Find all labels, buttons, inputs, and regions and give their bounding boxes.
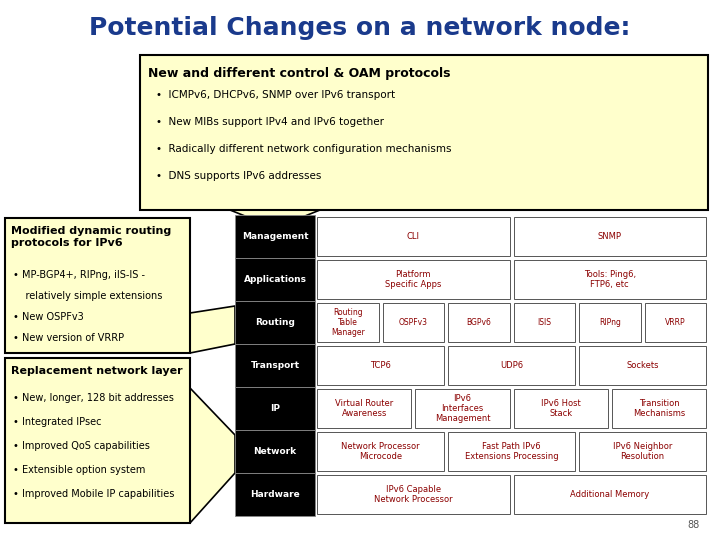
Bar — [415, 389, 510, 428]
Text: IPv6
Interfaces
Management: IPv6 Interfaces Management — [435, 394, 490, 423]
Bar — [513, 260, 706, 299]
Bar — [5, 218, 190, 353]
Bar — [513, 475, 706, 514]
Text: Platform
Specific Apps: Platform Specific Apps — [385, 270, 441, 289]
Text: • Improved Mobile IP capabilities: • Improved Mobile IP capabilities — [13, 489, 174, 499]
Bar — [513, 217, 706, 256]
Text: • Improved QoS capabilities: • Improved QoS capabilities — [13, 441, 150, 451]
Text: Transition
Mechanisms: Transition Mechanisms — [633, 399, 685, 418]
Text: Management: Management — [242, 232, 308, 241]
Bar — [317, 432, 444, 471]
Bar — [140, 55, 708, 210]
Text: •  DNS supports IPv6 addresses: • DNS supports IPv6 addresses — [156, 171, 321, 181]
Text: New and different control & OAM protocols: New and different control & OAM protocol… — [148, 67, 451, 80]
Text: RIPng: RIPng — [599, 318, 621, 327]
Bar — [317, 346, 444, 385]
Polygon shape — [190, 388, 235, 523]
Bar — [235, 430, 315, 473]
Bar — [235, 387, 315, 430]
Text: ISIS: ISIS — [537, 318, 552, 327]
Bar — [5, 358, 190, 523]
Text: • New version of VRRP: • New version of VRRP — [13, 333, 124, 343]
Text: Replacement network layer: Replacement network layer — [11, 366, 183, 376]
Text: Additional Memory: Additional Memory — [570, 490, 649, 499]
Text: relatively simple extensions: relatively simple extensions — [13, 291, 163, 301]
Text: OSPFv3: OSPFv3 — [399, 318, 428, 327]
Bar — [513, 303, 575, 342]
Text: Sockets: Sockets — [626, 361, 659, 370]
Bar — [317, 260, 510, 299]
Text: BGPv6: BGPv6 — [467, 318, 491, 327]
Bar — [235, 258, 315, 301]
Text: • New OSPFv3: • New OSPFv3 — [13, 312, 84, 322]
Bar — [317, 475, 510, 514]
Text: • Integrated IPsec: • Integrated IPsec — [13, 417, 102, 427]
Bar — [235, 344, 315, 387]
Polygon shape — [230, 210, 320, 220]
Bar — [448, 346, 575, 385]
Text: • Extensible option system: • Extensible option system — [13, 465, 145, 475]
Text: Potential Changes on a network node:: Potential Changes on a network node: — [89, 16, 631, 40]
Bar — [317, 303, 379, 342]
Text: Network Processor
Microcode: Network Processor Microcode — [341, 442, 420, 461]
Text: Network: Network — [253, 447, 297, 456]
Text: IPv6 Neighbor
Resolution: IPv6 Neighbor Resolution — [613, 442, 672, 461]
Bar — [448, 303, 510, 342]
Bar — [644, 303, 706, 342]
Bar — [317, 217, 510, 256]
Text: SNMP: SNMP — [598, 232, 622, 241]
Text: Transport: Transport — [251, 361, 300, 370]
Text: Modified dynamic routing
protocols for IPv6: Modified dynamic routing protocols for I… — [11, 226, 171, 248]
Text: •  New MIBs support IPv4 and IPv6 together: • New MIBs support IPv4 and IPv6 togethe… — [156, 117, 384, 127]
Text: •  ICMPv6, DHCPv6, SNMP over IPv6 transport: • ICMPv6, DHCPv6, SNMP over IPv6 transpo… — [156, 90, 395, 100]
Text: IP: IP — [270, 404, 280, 413]
Text: IPv6 Host
Stack: IPv6 Host Stack — [541, 399, 580, 418]
Text: UDP6: UDP6 — [500, 361, 523, 370]
Bar — [612, 389, 706, 428]
Text: • MP-BGP4+, RIPng, iIS-IS -: • MP-BGP4+, RIPng, iIS-IS - — [13, 270, 145, 280]
Text: Routing
Table
Manager: Routing Table Manager — [331, 308, 364, 337]
Text: 88: 88 — [688, 520, 700, 530]
Bar — [235, 473, 315, 516]
Bar — [448, 432, 575, 471]
Bar — [579, 432, 706, 471]
Bar — [235, 301, 315, 344]
Text: CLI: CLI — [407, 232, 420, 241]
Text: Routing: Routing — [255, 318, 295, 327]
Text: Applications: Applications — [243, 275, 307, 284]
Bar — [382, 303, 444, 342]
Text: Hardware: Hardware — [250, 490, 300, 499]
Text: Fast Path IPv6
Extensions Processing: Fast Path IPv6 Extensions Processing — [464, 442, 558, 461]
Bar — [579, 346, 706, 385]
Text: •  Radically different network configuration mechanisms: • Radically different network configurat… — [156, 144, 451, 154]
Bar — [579, 303, 641, 342]
Bar — [513, 389, 608, 428]
Bar — [235, 215, 315, 258]
Text: VRRP: VRRP — [665, 318, 685, 327]
Bar — [317, 389, 411, 428]
Text: • New, longer, 128 bit addresses: • New, longer, 128 bit addresses — [13, 393, 174, 403]
Text: Tools: Ping6,
FTP6, etc: Tools: Ping6, FTP6, etc — [584, 270, 636, 289]
Text: TCP6: TCP6 — [370, 361, 391, 370]
Polygon shape — [190, 306, 235, 353]
Text: IPv6 Capable
Network Processor: IPv6 Capable Network Processor — [374, 485, 453, 504]
Text: Virtual Router
Awareness: Virtual Router Awareness — [335, 399, 393, 418]
